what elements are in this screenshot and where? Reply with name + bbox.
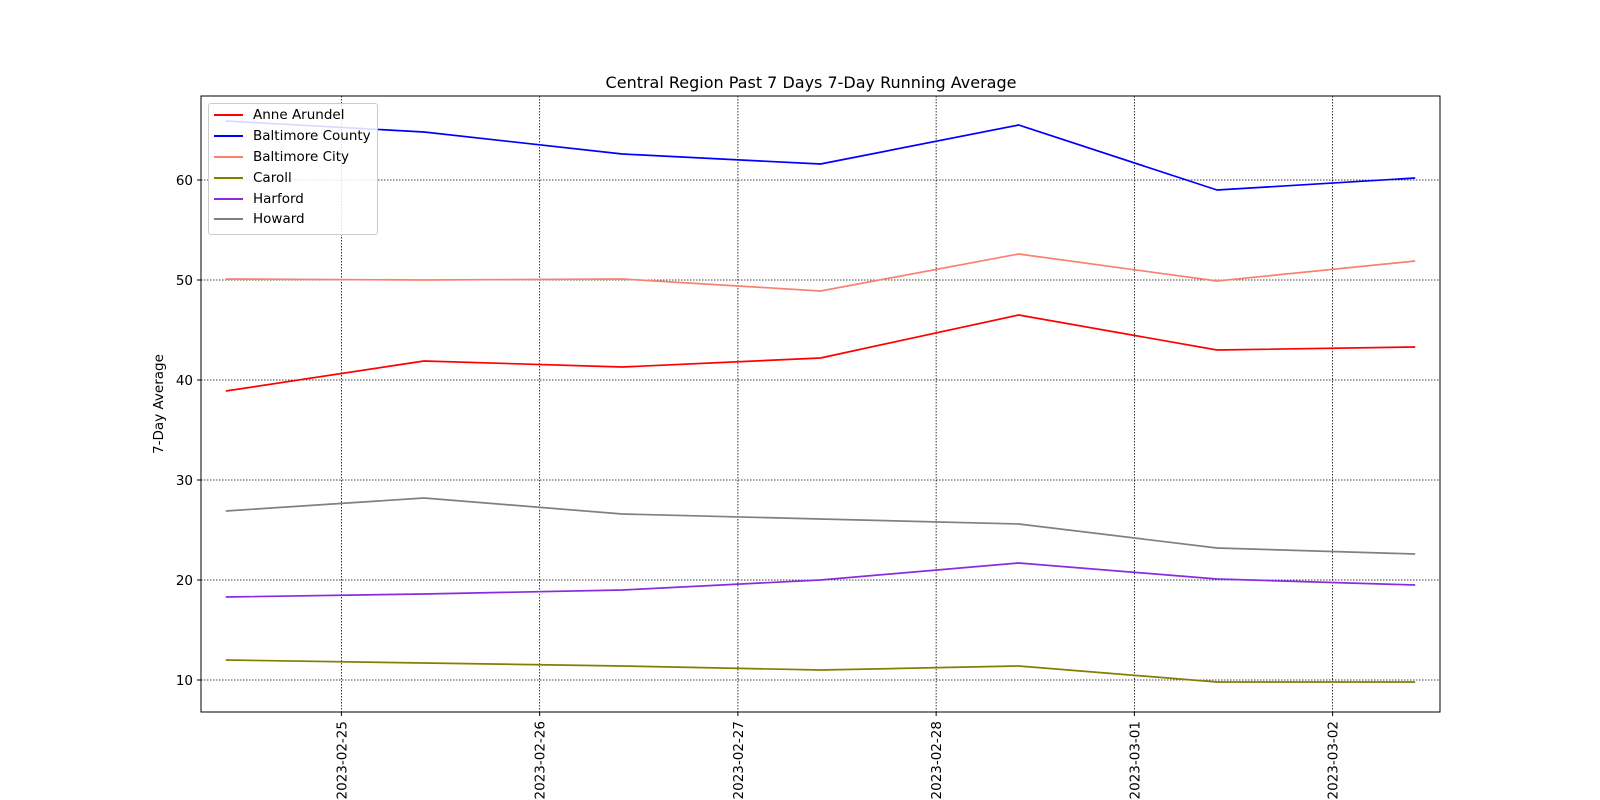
x-tick-label: 2023-02-28 <box>929 721 945 799</box>
legend: Anne Arundel Baltimore County Baltimore Ci… <box>208 103 378 235</box>
x-tick-label: 2023-03-02 <box>1326 721 1342 799</box>
legend-label: Harford <box>253 190 304 207</box>
series-line-harford <box>225 562 1416 598</box>
y-tick-label: 10 <box>176 673 193 689</box>
series-line-baltimore-city <box>225 253 1416 292</box>
legend-item: Harford <box>209 188 377 209</box>
x-tick-label: 2023-02-25 <box>334 721 350 799</box>
y-axis-label: 7-Day Average <box>151 354 167 454</box>
series-line-anne-arundel <box>225 314 1416 392</box>
y-axis-ticks: 10 20 30 40 50 60 <box>176 173 201 689</box>
legend-swatch <box>214 176 243 179</box>
legend-item: Anne Arundel <box>209 105 377 126</box>
legend-swatch <box>214 135 243 138</box>
legend-swatch <box>214 114 243 117</box>
legend-label: Caroll <box>253 169 292 186</box>
series-line-howard <box>225 497 1416 555</box>
y-tick-label: 30 <box>176 473 193 489</box>
legend-swatch <box>214 155 243 158</box>
legend-label: Baltimore County <box>253 128 371 145</box>
series-line-baltimore-county <box>225 120 1416 191</box>
y-tick-label: 40 <box>176 373 193 389</box>
x-axis-ticks: 2023-02-25 2023-02-26 2023-02-27 2023-02-28… <box>334 712 1342 799</box>
legend-swatch <box>214 197 243 200</box>
y-tick-label: 60 <box>176 173 193 189</box>
chart-title: Central Region Past 7 Days 7-Day Running… <box>606 73 1017 92</box>
legend-item: Caroll <box>209 167 377 188</box>
series-line-caroll <box>225 659 1416 683</box>
legend-item: Baltimore County <box>209 126 377 147</box>
y-tick-label: 20 <box>176 573 193 589</box>
legend-label: Howard <box>253 211 305 228</box>
y-tick-label: 50 <box>176 273 193 289</box>
legend-label: Baltimore City <box>253 148 350 165</box>
x-tick-label: 2023-02-27 <box>731 721 747 799</box>
legend-item: Baltimore City <box>209 147 377 168</box>
legend-item: Howard <box>209 209 377 230</box>
plot-area-frame <box>200 95 1441 713</box>
x-tick-label: 2023-02-26 <box>533 721 549 799</box>
legend-swatch <box>214 218 243 221</box>
series-lines <box>225 120 1416 683</box>
x-tick-label: 2023-03-01 <box>1127 721 1143 799</box>
legend-label: Anne Arundel <box>253 107 345 124</box>
